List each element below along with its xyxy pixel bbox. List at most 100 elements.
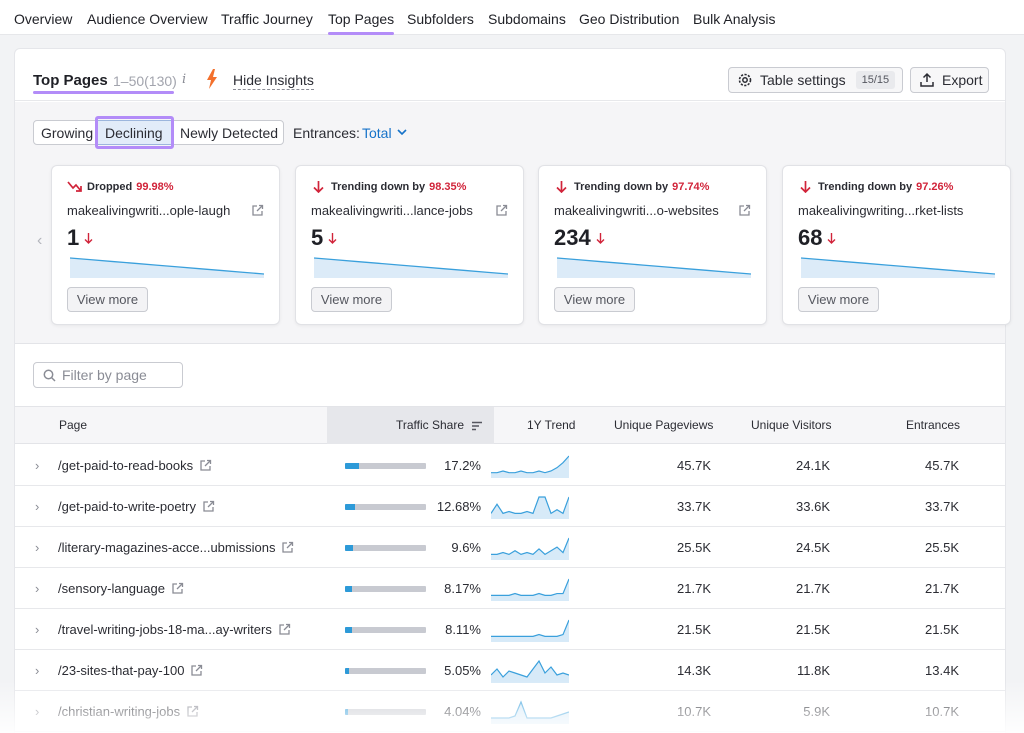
table-row[interactable]: › /23-sites-that-pay-100 5.05% 14.3K 11.8K 13… xyxy=(15,650,1005,691)
expand-row-icon[interactable]: › xyxy=(35,499,40,514)
segment-declining[interactable]: Declining xyxy=(97,120,172,145)
report-nav: Overview Audience Overview Traffic Journ… xyxy=(0,0,1024,35)
trend-area xyxy=(491,620,569,642)
insight-value-number: 5 xyxy=(311,225,324,250)
table-row[interactable]: › /christian-writing-jobs 4.04% 10.7K 5.9K 10… xyxy=(15,691,1005,732)
col-unique-pageviews[interactable]: Unique Pageviews xyxy=(614,418,714,432)
info-icon[interactable]: i xyxy=(182,72,187,87)
view-more-button[interactable]: View more xyxy=(67,287,148,312)
external-link-icon[interactable] xyxy=(738,204,751,217)
traffic-share-value: 9.6% xyxy=(451,540,481,555)
expand-row-icon[interactable]: › xyxy=(35,704,40,719)
tab-geo-distribution[interactable]: Geo Distribution xyxy=(579,11,680,27)
expand-row-icon[interactable]: › xyxy=(35,663,40,678)
page-url[interactable]: /travel-writing-jobs-18-ma...ay-writers xyxy=(58,622,272,637)
insight-url[interactable]: makealivingwriti...o-websites xyxy=(554,203,719,218)
expand-row-icon[interactable]: › xyxy=(35,581,40,596)
external-link-icon[interactable] xyxy=(202,500,215,513)
insight-url[interactable]: makealivingwriti...ople-laugh xyxy=(67,203,231,218)
unique-visitors-value: 24.5K xyxy=(796,540,830,555)
tab-overview[interactable]: Overview xyxy=(14,11,73,27)
tab-top-pages[interactable]: Top Pages xyxy=(328,11,395,35)
page-title: Top Pages xyxy=(33,72,108,89)
external-link-icon[interactable] xyxy=(251,204,264,217)
page-url[interactable]: /get-paid-to-read-books xyxy=(58,458,194,473)
tab-traffic-journey[interactable]: Traffic Journey xyxy=(221,11,313,27)
sparkline-area xyxy=(314,258,508,278)
external-link-icon[interactable] xyxy=(281,541,294,554)
trend-sparkline xyxy=(491,455,569,478)
export-button[interactable]: Export xyxy=(910,67,989,93)
page-url[interactable]: /literary-magazines-acce...ubmissions xyxy=(58,540,276,555)
traffic-share-fill xyxy=(345,627,352,633)
trend-line xyxy=(491,496,569,515)
page-url[interactable]: /sensory-language xyxy=(58,581,165,596)
chevron-down-icon[interactable] xyxy=(397,128,407,136)
insight-sparkline xyxy=(70,257,264,278)
tab-subfolders[interactable]: Subfolders xyxy=(407,11,474,27)
external-link-icon[interactable] xyxy=(278,623,291,636)
table-settings-button[interactable]: Table settings 15/15 xyxy=(728,67,903,93)
traffic-share-value: 5.05% xyxy=(444,663,481,678)
insight-kind: Trending down by 97.74% xyxy=(554,180,709,193)
external-link-icon[interactable] xyxy=(190,664,203,677)
col-page[interactable]: Page xyxy=(59,418,88,432)
external-link-icon[interactable] xyxy=(199,459,212,472)
trend-sparkline xyxy=(491,619,569,642)
unique-pageviews-value: 33.7K xyxy=(677,499,711,514)
segment-newly-detected[interactable]: Newly Detected xyxy=(172,120,284,145)
insight-sparkline xyxy=(314,257,508,278)
external-link-icon[interactable] xyxy=(171,582,184,595)
tab-subdomains[interactable]: Subdomains xyxy=(488,11,566,27)
traffic-share-bar xyxy=(345,668,426,674)
table-row[interactable]: › /travel-writing-jobs-18-ma...ay-writers… xyxy=(15,609,1005,650)
carousel-prev-button[interactable]: ‹ xyxy=(37,232,43,249)
insight-kind: Trending down by 97.26% xyxy=(798,180,953,193)
filter-by-page[interactable] xyxy=(33,362,183,388)
view-more-button[interactable]: View more xyxy=(311,287,392,312)
filter-input[interactable] xyxy=(62,367,172,383)
external-link-icon[interactable] xyxy=(186,705,199,718)
arrow-down-icon xyxy=(800,181,811,193)
insight-value: 1 xyxy=(67,225,93,251)
page-cell: /23-sites-that-pay-100 xyxy=(58,663,203,678)
trend-line xyxy=(491,659,569,678)
sparkline-line xyxy=(801,257,995,275)
tab-audience-overview[interactable]: Audience Overview xyxy=(87,11,208,27)
insight-url[interactable]: makealivingwriti...lance-jobs xyxy=(311,203,473,218)
unique-visitors-value: 21.5K xyxy=(796,622,830,637)
page-url[interactable]: /christian-writing-jobs xyxy=(58,704,181,719)
page-url[interactable]: /23-sites-that-pay-100 xyxy=(58,663,185,678)
page-url[interactable]: /get-paid-to-write-poetry xyxy=(58,499,196,514)
col-entrances[interactable]: Entrances xyxy=(906,418,961,432)
insight-url[interactable]: makealivingwriting...rket-lists xyxy=(798,203,964,218)
entrances-dropdown[interactable]: Total xyxy=(362,125,392,141)
traffic-share-fill xyxy=(345,545,353,551)
view-more-button[interactable]: View more xyxy=(554,287,635,312)
page-cell: /christian-writing-jobs xyxy=(58,704,199,719)
segment-growing[interactable]: Growing xyxy=(33,120,97,145)
expand-row-icon[interactable]: › xyxy=(35,458,40,473)
lightning-icon xyxy=(207,69,217,89)
insight-kind: Trending down by 98.35% xyxy=(311,180,466,193)
expand-row-icon[interactable]: › xyxy=(35,622,40,637)
table-row[interactable]: › /sensory-language 8.17% 21.7K 21.7K 21.7K xyxy=(15,568,1005,609)
dropped-icon xyxy=(67,181,82,192)
insight-kind-label: Trending down by xyxy=(331,180,426,193)
hide-insights-link[interactable]: Hide Insights xyxy=(233,72,314,90)
table-header: Page Traffic Share 1Y Trend Unique Pagev… xyxy=(15,406,1005,444)
external-link-icon[interactable] xyxy=(495,204,508,217)
expand-row-icon[interactable]: › xyxy=(35,540,40,555)
traffic-share-fill xyxy=(345,504,356,510)
col-unique-visitors[interactable]: Unique Visitors xyxy=(751,418,832,432)
entrances-value: 21.7K xyxy=(925,581,959,596)
table-row[interactable]: › /get-paid-to-read-books 17.2% 45.7K 24.1K 4… xyxy=(15,445,1005,486)
trend-line xyxy=(491,537,569,556)
insight-value-number: 68 xyxy=(798,225,823,250)
view-more-button[interactable]: View more xyxy=(798,287,879,312)
col-traffic-share[interactable]: Traffic Share xyxy=(396,418,483,432)
table-row[interactable]: › /get-paid-to-write-poetry 12.68% 33.7K 33.… xyxy=(15,486,1005,527)
tab-bulk-analysis[interactable]: Bulk Analysis xyxy=(693,11,776,27)
insight-value: 234 xyxy=(554,225,605,251)
table-row[interactable]: › /literary-magazines-acce...ubmissions 9.… xyxy=(15,527,1005,568)
